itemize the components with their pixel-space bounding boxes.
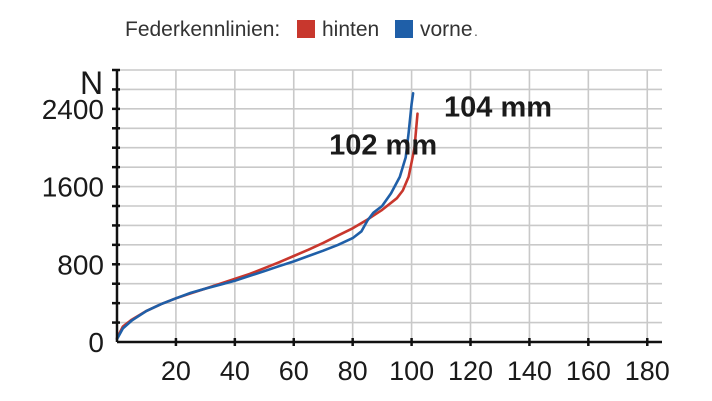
annotation-2: 104 mm [444,92,552,124]
series-line-vorne [115,92,415,341]
legend-label-vorne: vorne [420,18,473,41]
legend: Federkennlinien: hinten vorne . [125,18,478,41]
legend-swatch-vorne [395,20,413,38]
legend-swatch-hinten [297,20,315,38]
y-tick-label-1600: 1600 [42,172,104,203]
x-tick-label-40: 40 [220,356,250,386]
legend-label-hinten: hinten [322,18,379,41]
y-origin-label: 0 [88,327,104,358]
legend-title: Federkennlinien: [125,18,280,41]
x-tick-label-80: 80 [338,356,368,386]
x-tick-label-120: 120 [448,356,493,386]
legend-trailing-dot: . [474,23,478,39]
x-tick-label-20: 20 [161,356,191,386]
x-tick-label-140: 140 [507,356,552,386]
x-tick-label-100: 100 [389,356,434,386]
x-tick-label-60: 60 [279,356,309,386]
y-axis-unit: N [80,65,103,101]
series-layer [115,92,419,341]
y-tick-label-800: 800 [57,249,104,280]
y-tick-label-2400: 2400 [42,94,104,125]
x-tick-label-160: 160 [566,356,611,386]
axis-layer: 800 1600 2400 20 40 60 80 100 120 140 160 180 [42,68,670,386]
x-tick-label-180: 180 [625,356,670,386]
annotation-1: 102 mm [329,130,437,162]
grid-layer [117,69,662,342]
